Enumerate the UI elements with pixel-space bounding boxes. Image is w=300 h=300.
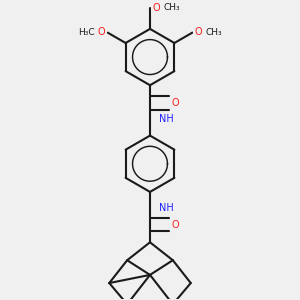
Text: O: O [152, 3, 160, 13]
Text: O: O [195, 27, 202, 37]
Text: NH: NH [160, 114, 174, 124]
Text: O: O [172, 98, 180, 108]
Text: O: O [98, 27, 105, 37]
Text: H₃C: H₃C [78, 28, 94, 37]
Text: CH₃: CH₃ [206, 28, 222, 37]
Text: O: O [172, 220, 180, 230]
Text: CH₃: CH₃ [163, 3, 180, 12]
Text: NH: NH [160, 203, 174, 213]
